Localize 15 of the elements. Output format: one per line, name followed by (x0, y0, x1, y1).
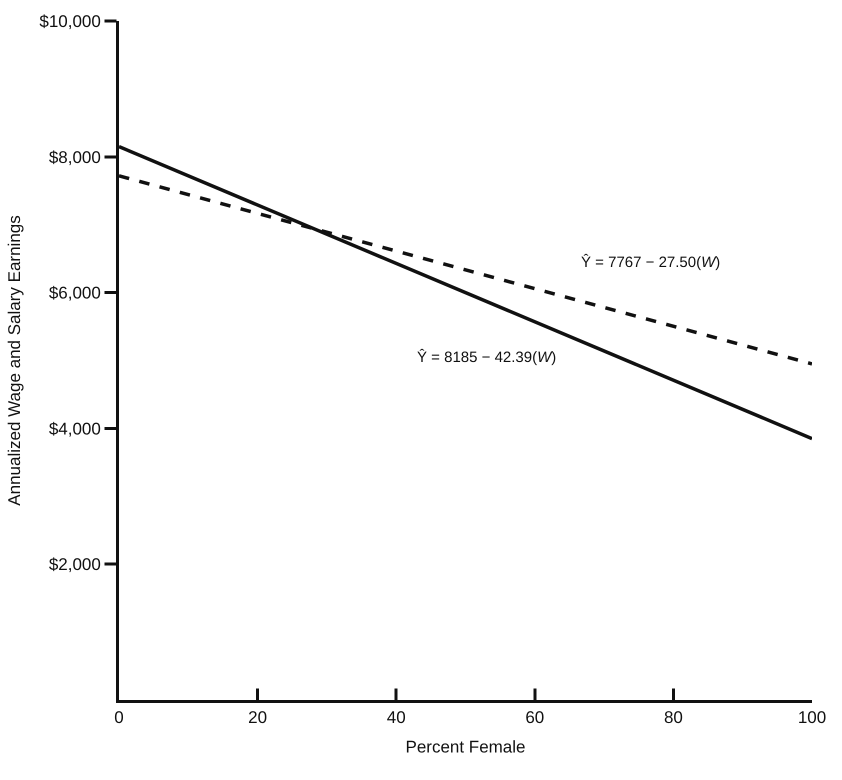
x-axis-title: Percent Female (406, 738, 526, 757)
annotation: Ŷ = 8185 − 42.39(W) (417, 348, 556, 366)
x-tick-label: 40 (386, 708, 406, 728)
y-tick-label: $10,000 (39, 12, 101, 31)
x-tick-label: 60 (525, 708, 544, 728)
x-tick-label: 80 (664, 708, 683, 728)
x-tick-label: 0 (114, 708, 124, 728)
y-tick-label: $2,000 (48, 555, 101, 574)
x-tick-label: 20 (248, 708, 268, 728)
y-tick-label: $4,000 (48, 419, 101, 438)
y-tick-label: $8,000 (48, 148, 101, 167)
y-tick-label: $6,000 (48, 284, 101, 303)
y-axis-title: Annualized Wage and Salary Earnings (4, 215, 24, 506)
x-tick-label: 100 (798, 708, 826, 728)
annotation: Ŷ = 7767 − 27.50(W) (581, 253, 720, 271)
